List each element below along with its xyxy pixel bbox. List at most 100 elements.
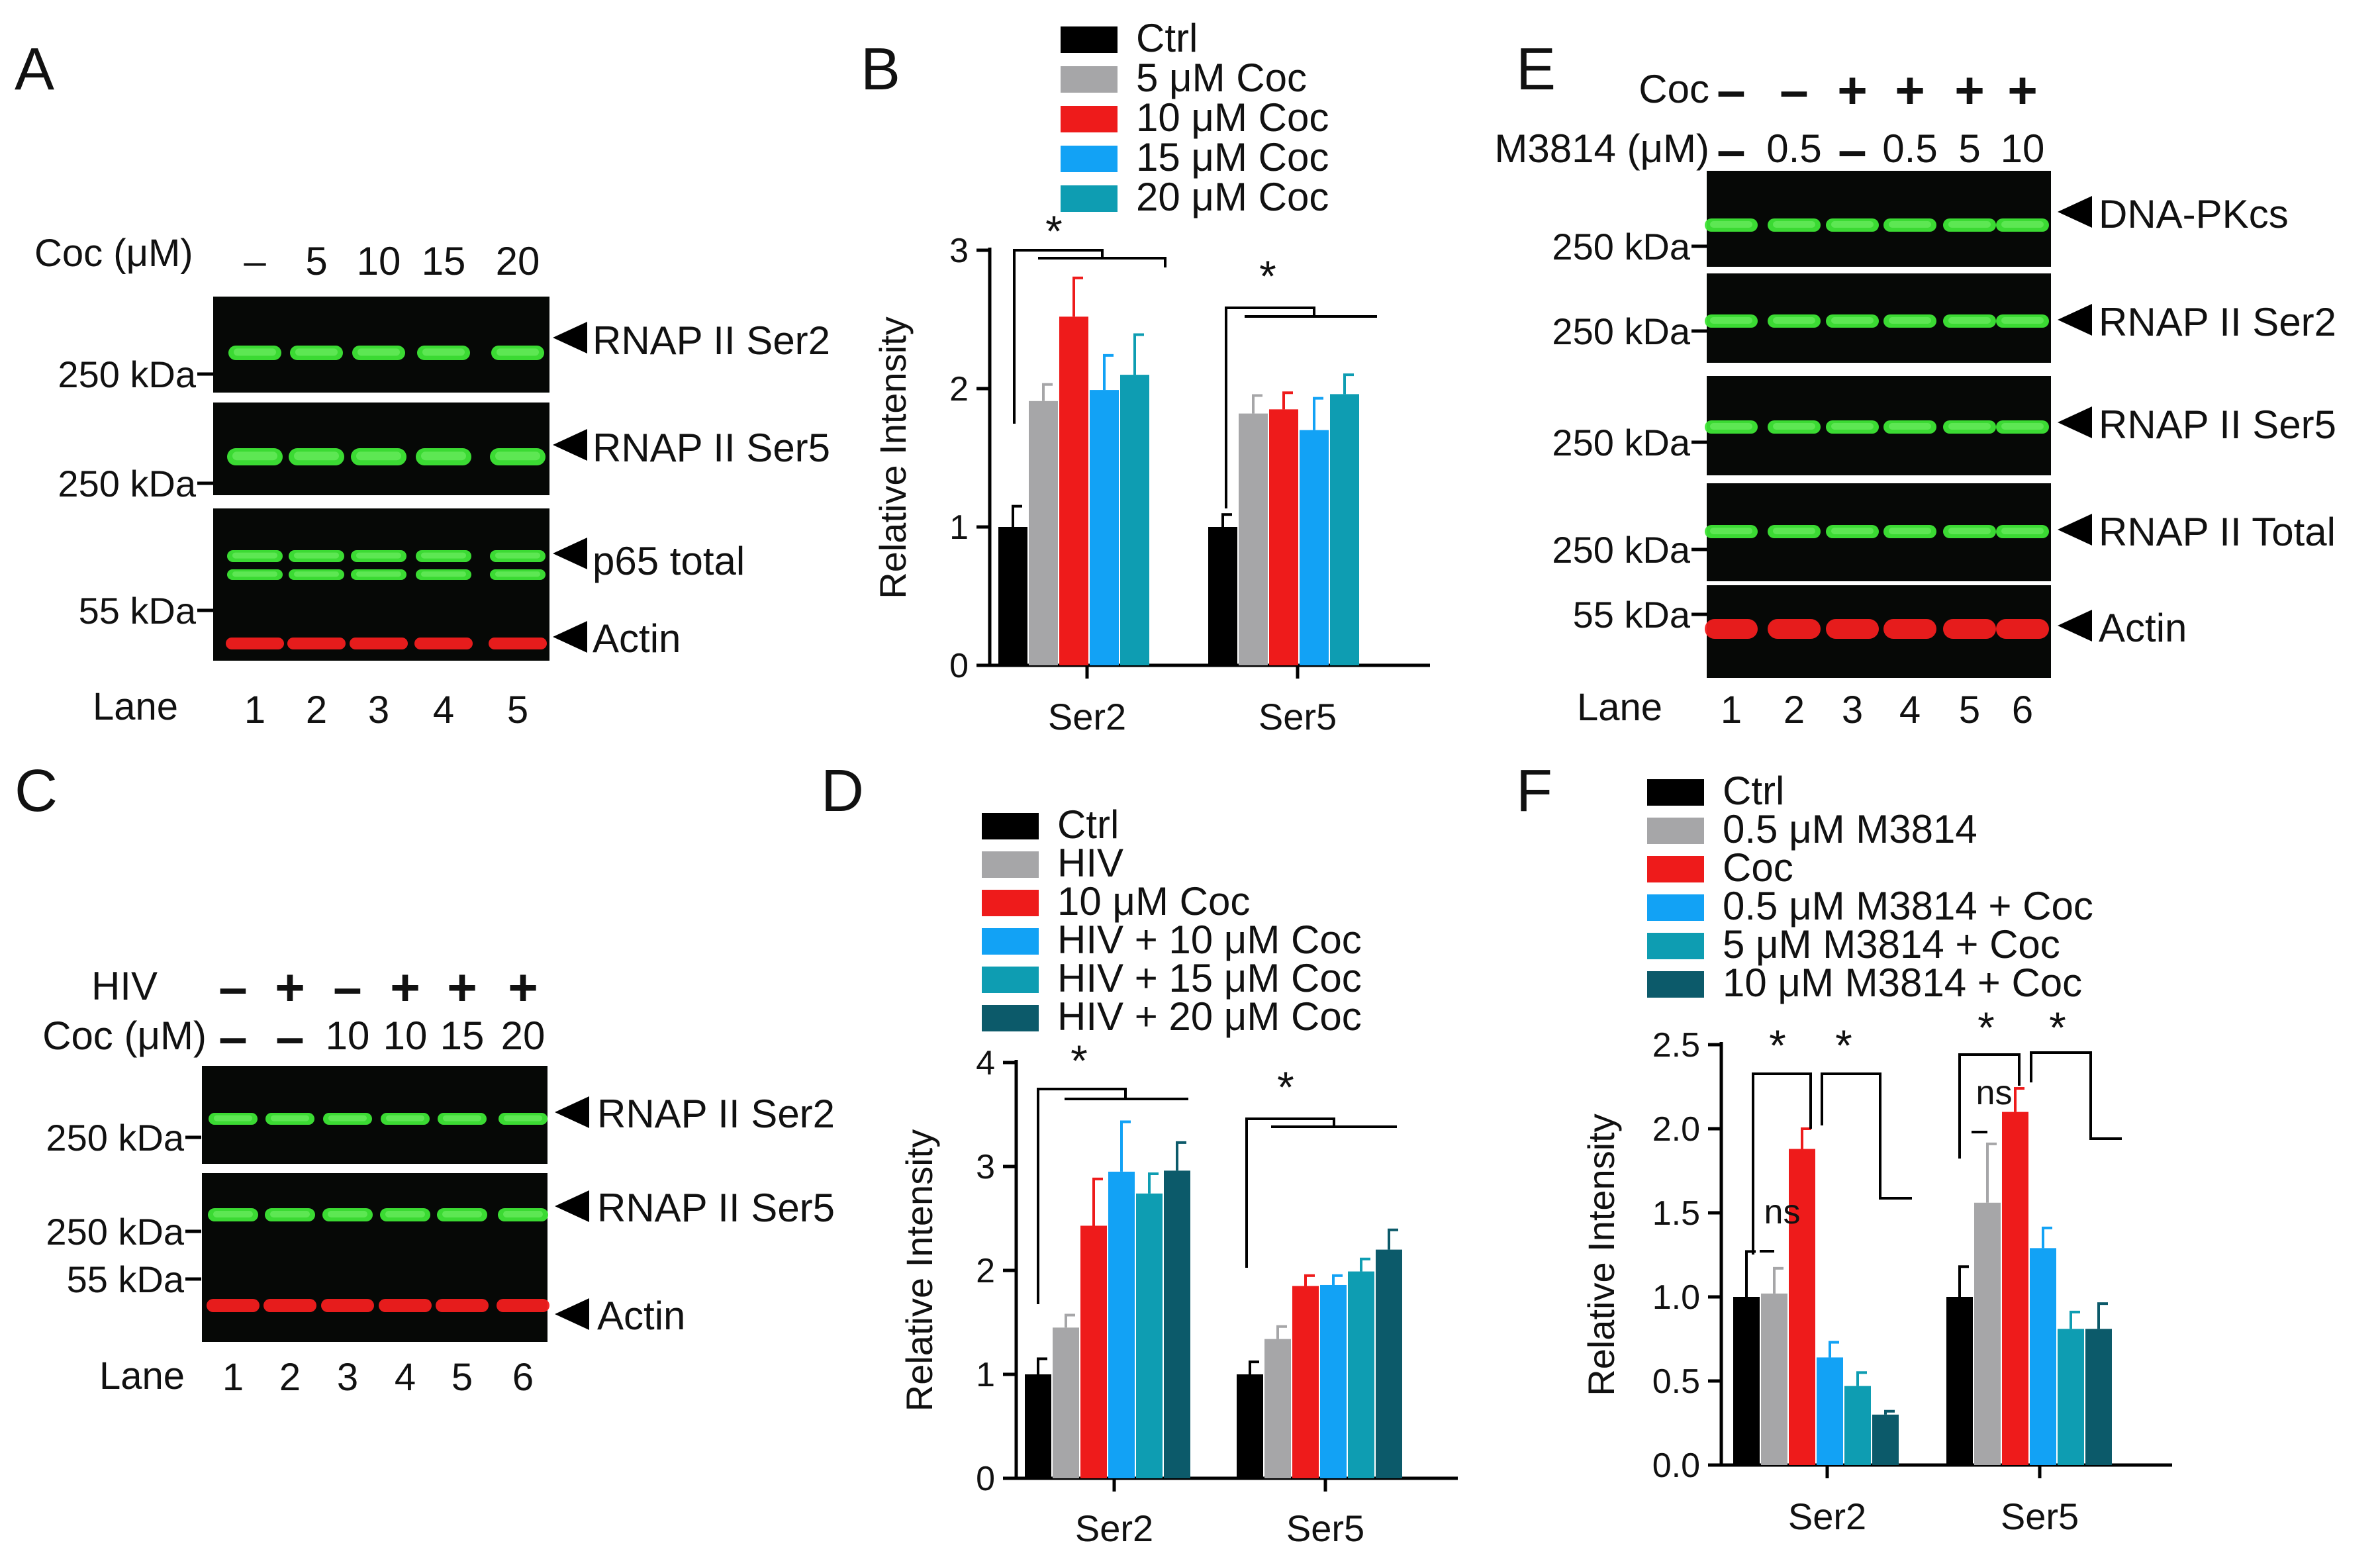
a-label-p65: p65 total: [593, 539, 745, 583]
e-blot1-band-lane-6: [1996, 218, 2049, 232]
b-legend-label-4: 15 μM Coc: [1136, 135, 1329, 179]
a-arrow-1: [553, 322, 587, 354]
c-ser2-band-highlight-2: [271, 1115, 309, 1121]
a-ser5-band-lane-4: [416, 448, 471, 465]
e-marker-4: 250 kDa: [1552, 529, 1690, 571]
e-blot2-band-highlight-2: [1773, 317, 1815, 324]
d-legend-swatch-2: [982, 851, 1039, 878]
a-arrow-4: [553, 621, 587, 653]
c-lane-label: Lane: [99, 1354, 185, 1398]
a-condition-5: 20: [496, 239, 540, 283]
e-label-4: RNAP II Total: [2099, 510, 2336, 554]
a-marker-2: 250 kDa: [58, 463, 196, 504]
c-ser5-band-highlight-3: [328, 1211, 367, 1217]
c-ser2-band-highlight-6: [504, 1115, 542, 1121]
c-arrow-1: [555, 1096, 589, 1128]
d-legend-swatch-4: [982, 928, 1039, 955]
e-blot1-band-highlight-2: [1773, 221, 1815, 228]
d-bar-10-m-coc-ser2: [1080, 1225, 1107, 1478]
d-ytick-label-1: 1: [976, 1356, 995, 1394]
b-legend-swatch-5: [1061, 185, 1118, 212]
d-bar-ctrl-ser5: [1237, 1374, 1263, 1478]
e-marker-5: 55 kDa: [1573, 594, 1691, 636]
e-row2-val-4: 0.5: [1882, 126, 1937, 171]
c-row1-val-2: +: [275, 958, 305, 1016]
e-blot2-band-lane-5: [1943, 314, 1996, 328]
d-bar-ctrl-ser2: [1025, 1374, 1051, 1478]
c-blot-ser2: [202, 1066, 547, 1164]
e-blot3-band-lane-4: [1883, 420, 1936, 434]
f-bar-ctrl-ser5: [1946, 1297, 1973, 1465]
e-blot4-band-highlight-3: [1831, 528, 1874, 534]
b-bracket-ser5: [1225, 307, 1377, 508]
f-ytick-label-4: 2.0: [1652, 1110, 1700, 1149]
e-row2-val-6: 10: [2001, 126, 2045, 171]
c-ser5-band-highlight-1: [213, 1211, 253, 1217]
a-ser5-band-highlight-1: [232, 451, 277, 461]
e-row-label-1: Coc: [1639, 67, 1709, 111]
a-lane-3: 3: [368, 689, 389, 732]
c-lane-4: 4: [395, 1356, 416, 1399]
f-legend-label-1: Ctrl: [1723, 769, 1784, 813]
a-ser2-band-lane-2: [290, 346, 343, 360]
f-bar-ctrl-ser2: [1733, 1297, 1760, 1465]
e-label-5: Actin: [2099, 606, 2187, 650]
a-coc-label: Coc (μM): [34, 232, 193, 275]
a-ser2-band-lane-3: [352, 346, 405, 360]
e-arrow-5: [2058, 610, 2092, 641]
d-legend-swatch-1: [982, 813, 1039, 839]
a-condition-1: –: [244, 239, 266, 283]
a-p65-band-upper-lane-3: [351, 550, 406, 562]
a-ser5-band-lane-2: [289, 448, 344, 465]
c-ser5-band-lane-4: [380, 1208, 430, 1221]
c-arrow-3: [555, 1298, 589, 1330]
d-legend-swatch-5: [982, 967, 1039, 993]
e-lane-label: Lane: [1577, 686, 1662, 729]
f-bar-coc-ser2: [1789, 1149, 1815, 1465]
panel-letter-B: B: [861, 36, 900, 103]
f-bracket-ser5-b: [2030, 1051, 2122, 1140]
a-label-actin: Actin: [593, 616, 681, 661]
a-p65-band-lower-highlight-5: [495, 571, 540, 577]
f-bar-0-5-m-m3814-coc-ser5: [2030, 1248, 2056, 1465]
e-blot3-band-highlight-3: [1831, 423, 1874, 430]
d-bar-hiv-10-m-coc-ser5: [1320, 1284, 1347, 1478]
c-ser2-band-lane-5: [438, 1113, 487, 1125]
b-legend-label-2: 5 μM Coc: [1136, 56, 1307, 100]
f-bar-coc-ser5: [2002, 1112, 2028, 1465]
e-blot3-band-highlight-2: [1773, 423, 1815, 430]
d-legend-label-3: 10 μM Coc: [1057, 879, 1250, 924]
b-legend-label-5: 20 μM Coc: [1136, 175, 1329, 219]
e-label-1: DNA-PKcs: [2099, 192, 2289, 236]
e-blot4-band-lane-4: [1883, 525, 1936, 538]
f-legend-swatch-5: [1647, 933, 1704, 959]
c-lane-5: 5: [452, 1356, 473, 1399]
f-bracket-ser2-b: [1821, 1072, 1912, 1200]
a-condition-4: 15: [422, 239, 466, 283]
c-blot-actin: [202, 1259, 547, 1342]
a-marker-1: 250 kDa: [58, 354, 196, 395]
e-blot1-band-highlight-1: [1710, 221, 1752, 228]
e-blot1-band-lane-2: [1768, 218, 1821, 232]
b-sig-ser2: *: [1045, 207, 1063, 256]
a-p65-band-upper-lane-2: [289, 550, 344, 562]
c-ser5-band-highlight-5: [442, 1211, 482, 1217]
e-blot1-band-lane-4: [1883, 218, 1936, 232]
e-row2-val-5: 5: [1958, 126, 1980, 171]
f-bar-0-5-m-m3814-coc-ser2: [1817, 1357, 1843, 1465]
f-legend-label-6: 10 μM M3814 + Coc: [1723, 961, 2082, 1005]
e-row2-val-3: –: [1838, 120, 1866, 179]
d-bar-10-m-coc-ser5: [1292, 1286, 1319, 1478]
b-bar-15-m-coc-ser5: [1300, 430, 1329, 665]
b-bar-5-m-coc-ser2: [1029, 401, 1058, 665]
e-blot3-band-lane-3: [1826, 420, 1879, 434]
a-p65-band-upper-highlight-4: [421, 552, 466, 559]
a-p65-band-upper-lane-1: [227, 550, 283, 562]
panel-letter-C: C: [15, 758, 58, 824]
c-row2-val-3: 10: [326, 1014, 370, 1058]
b-bar-20-m-coc-ser5: [1330, 394, 1359, 665]
f-bar-5-m-m3814-coc-ser5: [2058, 1329, 2084, 1465]
c-ser5-band-highlight-2: [270, 1211, 310, 1217]
a-ser2-band-highlight-4: [422, 348, 465, 356]
e-blot5-band-lane-1: [1705, 619, 1758, 639]
